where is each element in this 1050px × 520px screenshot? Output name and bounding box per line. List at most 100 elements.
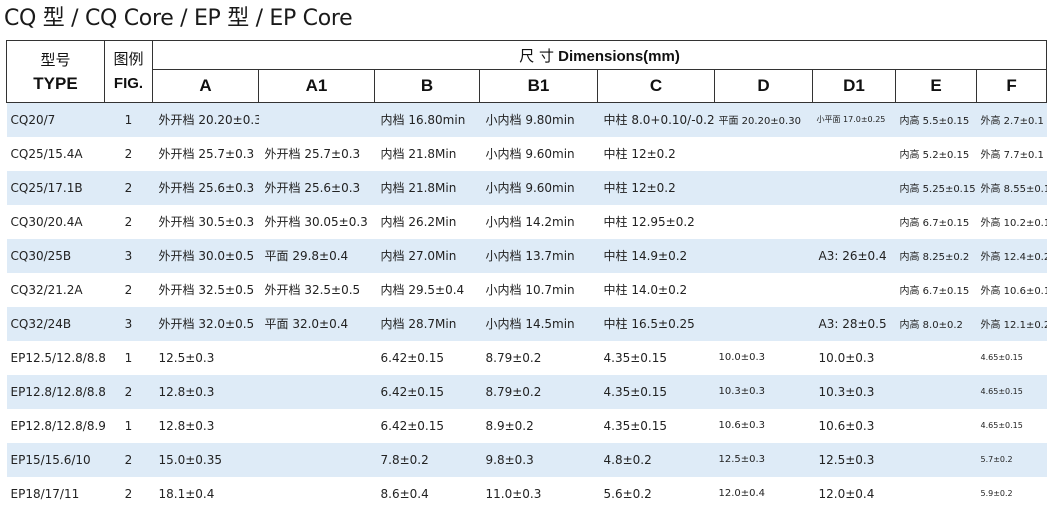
cell-b: 7.8±0.2 [380, 452, 429, 467]
cell-a1 [259, 477, 375, 511]
cell-fig: 1 [124, 350, 133, 365]
cell-d1: 小平面 17.0±0.25 [816, 115, 886, 125]
cell-c: 中柱 16.5±0.25 [603, 317, 695, 331]
cell-a1 [259, 375, 375, 409]
header-type-cn: 型号 [40, 50, 71, 69]
cell-f: 5.7±0.2 [980, 455, 1013, 464]
cell-c: 4.35±0.15 [603, 418, 668, 433]
cell-type: EP12.5/12.8/8.8 [10, 350, 105, 365]
cell-b: 8.6±0.4 [380, 486, 429, 501]
cell-d1: 12.0±0.4 [818, 486, 875, 501]
table-row: CQ25/15.4A 2 外开档 25.7±0.3 外开档 25.7±0.3 内档 21… [7, 137, 1047, 171]
cell-b: 6.42±0.15 [380, 418, 445, 433]
cell-fig: 2 [124, 452, 133, 467]
cell-a1 [259, 341, 375, 375]
cell-b1: 9.8±0.3 [485, 452, 534, 467]
cell-fig: 1 [124, 418, 133, 433]
cell-e [896, 341, 977, 375]
cell-d [715, 307, 813, 341]
cell-a: 15.0±0.35 [158, 452, 223, 467]
cell-a: 外开档 30.0±0.5 [158, 249, 255, 263]
header-type: 型号 TYPE [6, 40, 105, 103]
cell-type: CQ30/25B [10, 248, 72, 263]
cell-a1: 外开档 32.5±0.5 [264, 283, 361, 297]
cell-a1: 外开档 30.05±0.3 [264, 215, 368, 229]
header-dimensions-cn: 尺 寸 [519, 46, 554, 65]
cell-fig: 3 [124, 248, 133, 263]
table-row: CQ32/21.2A 2 外开档 32.5±0.5 外开档 32.5±0.5 内档 29… [7, 273, 1047, 307]
cell-a: 外开档 32.0±0.5 [158, 317, 255, 331]
column-header-b1: B1 [479, 69, 598, 103]
cell-e: 内高 5.5±0.15 [899, 116, 970, 128]
cell-f: 5.9±0.2 [980, 489, 1013, 498]
column-header-a: A [152, 69, 259, 103]
column-header-f: F [975, 69, 1048, 103]
cell-b1: 小内档 9.60min [485, 181, 575, 195]
cell-f: 4.65±0.15 [980, 353, 1023, 362]
cell-b1: 小内档 9.60min [485, 147, 575, 161]
header-dimensions-en: Dimensions(mm) [558, 47, 680, 65]
cell-e [896, 477, 977, 511]
cell-type: EP15/15.6/10 [10, 452, 91, 467]
cell-fig: 1 [124, 112, 133, 127]
cell-d1: A3: 28±0.5 [818, 316, 887, 331]
table-row: EP12.8/12.8/8.9 1 12.8±0.3 6.42±0.15 8.9±0.2… [7, 409, 1047, 443]
cell-f: 外高 12.4±0.2 [980, 252, 1047, 263]
cell-a1 [259, 409, 375, 443]
cell-a1: 外开档 25.6±0.3 [264, 181, 361, 195]
cell-a: 12.8±0.3 [158, 384, 215, 399]
cell-f: 外高 7.7±0.1 [980, 150, 1044, 161]
cell-c: 5.6±0.2 [603, 486, 652, 501]
cell-d [715, 239, 813, 273]
dimensions-table: 型号 TYPE 图例 FIG. 尺 寸 Dimensions(mm) A A1 … [6, 40, 1048, 511]
cell-d1: A3: 26±0.4 [818, 248, 887, 263]
cell-d [715, 273, 813, 307]
cell-e [896, 409, 977, 443]
header-fig-cn: 图例 [113, 50, 144, 68]
cell-d: 10.6±0.3 [718, 420, 766, 431]
cell-a1 [259, 103, 375, 137]
cell-a: 外开档 25.7±0.3 [158, 147, 255, 161]
cell-f: 外高 10.6±0.1 [980, 286, 1047, 297]
header-fig: 图例 FIG. [104, 40, 153, 103]
cell-a1: 平面 29.8±0.4 [264, 249, 349, 263]
cell-c: 中柱 8.0+0.10/-0.2 [603, 113, 715, 128]
cell-d1 [813, 137, 896, 171]
cell-b1: 8.79±0.2 [485, 384, 542, 399]
cell-e: 内高 5.2±0.15 [899, 150, 970, 161]
cell-c: 中柱 12±0.2 [603, 147, 676, 161]
cell-c: 4.35±0.15 [603, 384, 668, 399]
cell-b1: 小内档 13.7min [485, 249, 575, 263]
column-header-e: E [895, 69, 977, 103]
cell-b1: 8.9±0.2 [485, 418, 534, 433]
cell-a1 [259, 443, 375, 477]
cell-type: CQ25/17.1B [10, 180, 83, 195]
cell-type: EP12.8/12.8/8.8 [10, 384, 105, 399]
table-row: CQ20/7 1 外开档 20.20±0.30 内档 16.80min 小内档 9.80… [6, 102, 1047, 137]
cell-fig: 2 [124, 384, 133, 399]
page-title: CQ 型 / CQ Core / EP 型 / EP Core [4, 6, 353, 31]
cell-type: CQ20/7 [10, 112, 56, 127]
cell-b1: 小内档 10.7min [485, 283, 575, 297]
cell-e [896, 375, 977, 409]
cell-f: 外高 12.1±0.2 [980, 320, 1047, 331]
cell-type: CQ25/15.4A [10, 146, 83, 161]
cell-fig: 2 [124, 214, 133, 229]
cell-c: 中柱 12±0.2 [603, 181, 676, 195]
cell-d1 [813, 273, 896, 307]
cell-fig: 3 [124, 316, 133, 331]
table-row: EP18/17/11 2 18.1±0.4 8.6±0.4 11.0±0.3 5.6±0.… [7, 477, 1047, 511]
cell-type: EP12.8/12.8/8.9 [10, 418, 105, 433]
cell-b1: 小内档 9.80min [485, 113, 575, 128]
cell-d1: 12.5±0.3 [818, 452, 875, 467]
cell-b: 内档 21.8Min [380, 147, 457, 161]
cell-d1 [813, 205, 896, 239]
header-type-en: TYPE [33, 73, 78, 93]
cell-c: 中柱 14.9±0.2 [603, 249, 688, 263]
header-fig-en: FIG. [113, 75, 144, 92]
cell-c: 4.35±0.15 [603, 350, 668, 365]
table-row: EP12.8/12.8/8.8 2 12.8±0.3 6.42±0.15 8.79±0.… [6, 374, 1047, 409]
cell-d: 12.5±0.3 [718, 454, 766, 465]
cell-d1 [813, 171, 896, 205]
cell-e [896, 443, 977, 477]
